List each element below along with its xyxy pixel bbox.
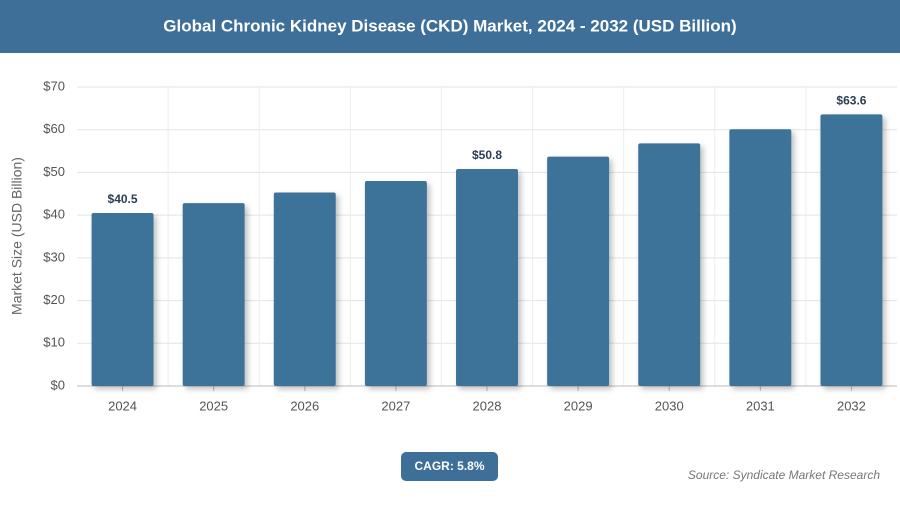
bar	[820, 114, 883, 386]
y-tick-label: $0	[51, 377, 65, 392]
chart-title: Global Chronic Kidney Disease (CKD) Mark…	[163, 16, 736, 35]
x-tick-label: 2027	[381, 398, 410, 413]
y-tick-label: $30	[43, 249, 65, 264]
source-text: Source: Syndicate Market Research	[688, 468, 880, 482]
bar	[182, 203, 245, 386]
value-label: $50.8	[472, 148, 502, 162]
x-tick-label: 2031	[746, 398, 775, 413]
y-tick-label: $40	[43, 207, 65, 222]
bar	[638, 143, 701, 386]
x-tick-label: 2029	[564, 398, 593, 413]
y-tick-label: $70	[43, 78, 65, 93]
value-label: $40.5	[108, 192, 138, 206]
cagr-text: CAGR: 5.8%	[414, 459, 484, 473]
bar	[91, 213, 154, 386]
y-axis-label: Market Size (USD Billion)	[9, 157, 25, 315]
x-tick-label: 2030	[655, 398, 684, 413]
bar	[273, 192, 336, 386]
y-tick-label: $50	[43, 164, 65, 179]
value-label: $63.6	[836, 94, 866, 108]
bar	[364, 180, 427, 386]
x-tick-label: 2032	[837, 398, 866, 413]
header-bar	[0, 0, 900, 53]
cagr-badge	[401, 452, 498, 481]
x-tick-label: 2025	[199, 398, 228, 413]
y-tick-label: $20	[43, 292, 65, 307]
bar	[729, 129, 792, 386]
x-tick-label: 2024	[108, 398, 137, 413]
y-tick-label: $60	[43, 121, 65, 136]
bar	[456, 169, 518, 386]
y-tick-label: $10	[43, 335, 65, 350]
bar	[547, 156, 610, 386]
x-tick-label: 2026	[290, 398, 319, 413]
x-tick-label: 2028	[473, 398, 502, 413]
